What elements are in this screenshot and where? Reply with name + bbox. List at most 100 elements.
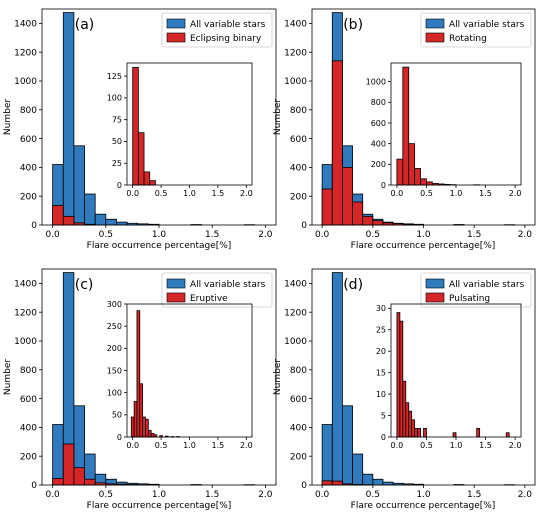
- inset-y-tick-label: 25: [112, 159, 122, 168]
- inset-y-tick-label: 100: [107, 388, 122, 397]
- inset-bar: [408, 410, 413, 438]
- panel-label: (b): [343, 17, 363, 33]
- legend-swatch: [425, 18, 445, 29]
- inset-bar: [402, 66, 410, 186]
- plot-frame: [41, 268, 277, 486]
- inset-bar: [420, 178, 427, 186]
- x-tick-label: 0.0: [45, 490, 60, 500]
- x-tick-label: 0.5: [366, 490, 380, 500]
- bar-all-variable-stars: [94, 213, 107, 226]
- inset-x-tick-label: 2.0: [509, 441, 522, 450]
- chart-panel-2: 0.0 0.5 1.0 1.5 2.00200400600800100012001400…: [3, 268, 277, 511]
- y-tick-label: 1000: [284, 77, 307, 87]
- inset-bar: [136, 310, 141, 438]
- chart-panel-1: 0.0 0.5 1.0 1.5 2.0 0 200 400 600 800 1000 1200 1400…: [273, 8, 536, 251]
- bar-rotating: [372, 220, 384, 226]
- bar-rotating: [352, 201, 364, 226]
- inset-y-tick-label: 0: [117, 181, 122, 190]
- x-tick-label: 1.0: [152, 490, 167, 500]
- inset-x-tick-label: 1.0: [450, 441, 463, 450]
- bar-rotating: [321, 188, 333, 226]
- y-axis-label: Number: [273, 99, 283, 135]
- inset-bar: [133, 401, 138, 438]
- bar-all-variable-stars: [73, 145, 85, 226]
- inset-bar: [132, 66, 139, 186]
- inset-bar: [411, 419, 416, 438]
- y-tick-label: 400: [290, 424, 307, 434]
- legend-box: [420, 272, 532, 308]
- legend-label: Eclipsing binary: [190, 34, 262, 44]
- inset-bar: [130, 416, 135, 438]
- panel-label: (c): [75, 277, 94, 293]
- inset-bar: [452, 432, 457, 438]
- x-tick-label: 0.5: [366, 230, 380, 240]
- inset-bar: [414, 428, 418, 438]
- y-tick-label: 1400: [284, 20, 307, 30]
- x-axis-label: Flare occurrence percentage[%]: [351, 501, 496, 511]
- x-axis-label: Flare occurrence percentage[%]: [351, 241, 496, 251]
- inset-x-tick-label: 2.0: [240, 189, 253, 198]
- bar-rotating: [331, 60, 343, 226]
- inset-bar: [137, 132, 145, 186]
- inset-y-tick-label: 5: [381, 411, 386, 420]
- y-tick-label: 1000: [284, 337, 307, 347]
- y-tick-label: 400: [290, 164, 307, 174]
- legend-label: All variable stars: [190, 20, 266, 30]
- x-tick-label: 1.5: [205, 230, 219, 240]
- bar-pulsating: [331, 480, 343, 486]
- inset-y-tick-label: 50: [112, 411, 122, 420]
- x-axis-label: Flare occurrence percentage[%]: [87, 241, 232, 251]
- plot-frame: [311, 8, 536, 226]
- inset-frame: [126, 62, 253, 186]
- bar-all-variable-stars: [321, 424, 333, 486]
- y-tick-label: 1000: [14, 77, 37, 87]
- bar-all-variable-stars: [116, 221, 128, 226]
- inset-x-tick-label: 1.0: [183, 189, 196, 198]
- inset-bar: [143, 171, 151, 186]
- y-tick-label: 600: [290, 135, 307, 145]
- inset-bar: [150, 433, 155, 438]
- inset-y-tick-label: 0: [381, 433, 386, 442]
- bar-all-variable-stars: [382, 481, 394, 486]
- y-tick-label: 200: [20, 452, 37, 462]
- chart-panel-3: 0.0 0.5 1.0 1.5 2.00200400600800100012001400…: [273, 268, 536, 511]
- x-tick-label: 1.5: [467, 490, 481, 500]
- inset-x-tick-label: 1.5: [212, 441, 225, 450]
- legend-label: All variable stars: [449, 280, 525, 290]
- x-tick-label: 1.0: [152, 230, 167, 240]
- inset-bar: [414, 168, 421, 186]
- bar-all-variable-stars: [52, 424, 64, 486]
- inset-y-tick-label: 10: [376, 390, 386, 399]
- bar-all-variable-stars: [372, 478, 384, 486]
- y-tick-label: 0: [31, 221, 37, 231]
- inset-x-tick-label: 1.0: [450, 189, 463, 198]
- y-tick-label: 1200: [284, 48, 307, 58]
- inset-y-tick-label: 600: [371, 119, 386, 128]
- bar-eruptive: [52, 478, 64, 486]
- inset-y-tick-label: 15: [376, 368, 386, 377]
- bar-eclipsing-binary: [52, 205, 64, 226]
- chart-panel-0: 0.0 0.5 1.0 1.5 2.00200400600800100012001400…: [3, 8, 277, 251]
- legend-label: All variable stars: [190, 280, 266, 290]
- inset-bar: [505, 432, 510, 438]
- x-tick-label: 1.5: [205, 490, 219, 500]
- bar-pulsating: [321, 480, 333, 486]
- x-tick-label: 0.0: [45, 230, 60, 240]
- inset-y-tick-label: 50: [112, 137, 122, 146]
- bar-all-variable-stars: [352, 453, 364, 486]
- inset-x-tick-label: 1.5: [212, 189, 225, 198]
- inset-x-tick-label: 0.5: [155, 189, 168, 198]
- x-tick-label: 2.0: [258, 230, 273, 240]
- inset-bar: [405, 402, 410, 438]
- legend-box: [161, 12, 273, 48]
- y-axis-label: Number: [3, 359, 13, 395]
- inset-x-tick-label: 0.0: [126, 189, 139, 198]
- legend-swatch: [166, 292, 186, 303]
- x-tick-label: 0.0: [315, 230, 330, 240]
- inset-y-tick-label: 30: [376, 304, 386, 313]
- plot-frame: [41, 8, 277, 226]
- y-tick-label: 0: [301, 221, 307, 231]
- x-tick-label: 0.5: [99, 490, 113, 500]
- legend-label: Rotating: [449, 34, 487, 44]
- legend-box: [161, 272, 273, 308]
